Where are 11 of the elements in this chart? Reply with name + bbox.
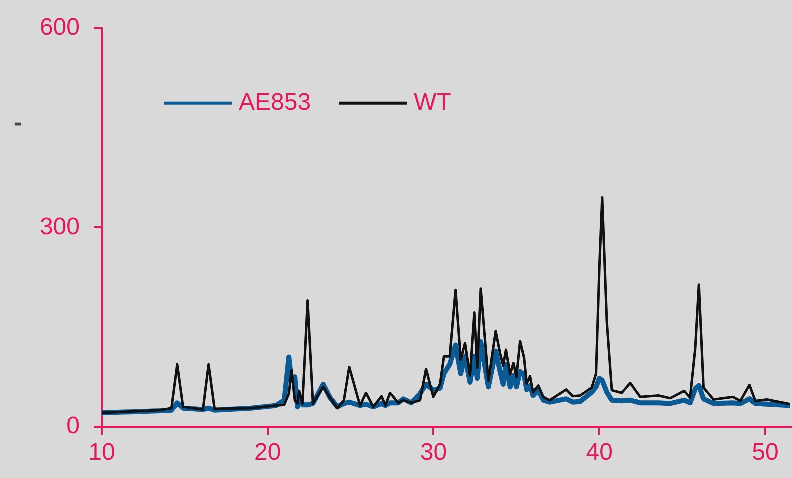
legend-label: AE853 xyxy=(239,89,312,116)
y-tick-label: 600 xyxy=(40,14,80,42)
x-tick-label: 10 xyxy=(88,439,116,466)
y-axis-title: - xyxy=(14,110,22,137)
legend-label: WT xyxy=(414,89,452,116)
y-tick-label: 300 xyxy=(40,213,80,240)
y-tick-label: 0 xyxy=(66,412,80,440)
x-tick-label: 40 xyxy=(586,439,613,466)
x-tick-label: 50 xyxy=(752,439,779,466)
x-tick-label: 20 xyxy=(254,439,282,466)
x-tick-label: 30 xyxy=(420,439,448,466)
